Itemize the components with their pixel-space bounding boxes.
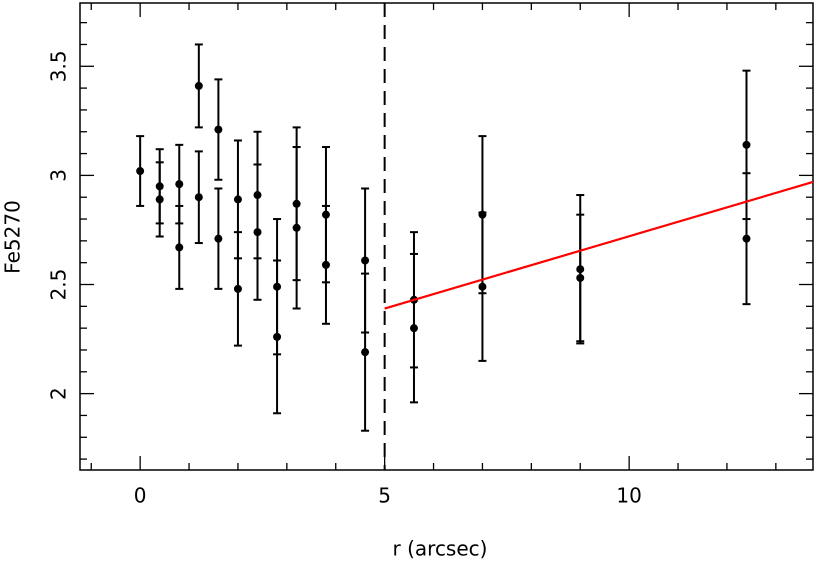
- point: [155, 195, 164, 204]
- y-axis-label: Fe5270: [1, 200, 25, 274]
- point: [361, 256, 370, 265]
- point: [742, 234, 751, 243]
- point: [253, 228, 262, 237]
- point: [321, 260, 330, 269]
- y-tick-label: 3.5: [47, 50, 71, 82]
- point: [214, 125, 223, 134]
- point: [175, 243, 184, 252]
- x-tick-label: 5: [378, 484, 391, 508]
- point: [194, 81, 203, 90]
- x-axis-label: r (arcsec): [393, 537, 488, 561]
- y-tick-label: 2.5: [47, 269, 71, 301]
- y-tick-label: 2: [47, 387, 71, 400]
- point: [214, 234, 223, 243]
- fit-line: [384, 180, 814, 310]
- point: [175, 180, 184, 189]
- point: [292, 223, 301, 232]
- x-tick-label: 0: [134, 484, 147, 508]
- x-tick-label: 10: [616, 484, 641, 508]
- point: [273, 332, 282, 341]
- point: [409, 324, 418, 333]
- plot-frame: [79, 2, 814, 471]
- point: [233, 195, 242, 204]
- point: [136, 167, 145, 176]
- point: [361, 348, 370, 357]
- point: [233, 284, 242, 293]
- point: [742, 140, 751, 149]
- point: [194, 193, 203, 202]
- point: [478, 282, 487, 291]
- y-tick-label: 3: [47, 169, 71, 182]
- point: [576, 273, 585, 282]
